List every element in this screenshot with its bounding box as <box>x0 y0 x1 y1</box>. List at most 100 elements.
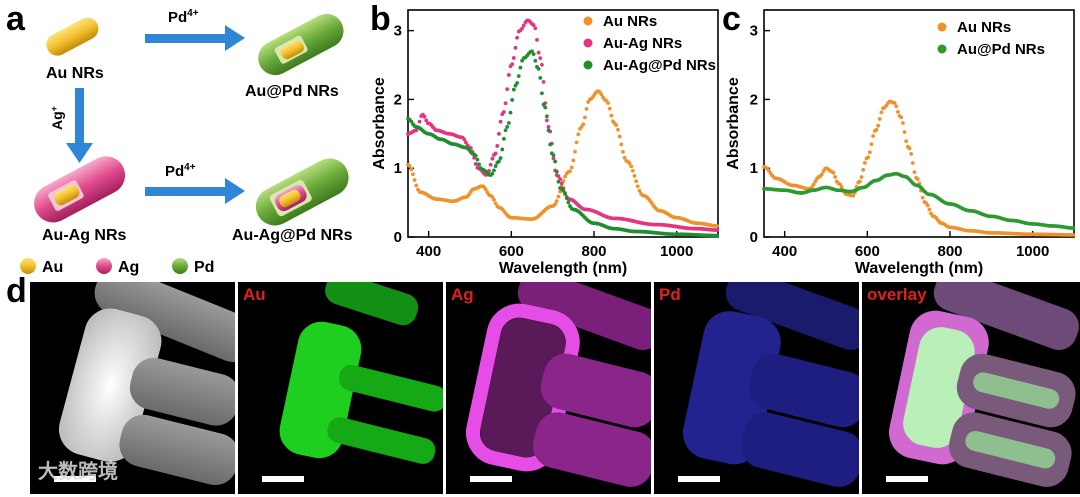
data-point <box>568 169 572 174</box>
data-point <box>879 110 884 115</box>
arrow-down-icon <box>66 88 93 163</box>
data-point <box>627 161 632 166</box>
data-point <box>574 140 579 145</box>
data-point <box>417 119 422 124</box>
au-ag-nanorod-icon <box>34 156 126 223</box>
arrow-right-icon <box>145 178 245 204</box>
data-point <box>616 127 620 132</box>
data-point <box>548 142 553 147</box>
legend-label: Au NRs <box>957 19 1011 36</box>
label-au-nrs: Au NRs <box>46 65 104 82</box>
data-point <box>510 98 515 102</box>
data-point <box>422 114 427 119</box>
data-point <box>833 174 837 179</box>
data-point <box>412 178 417 182</box>
data-point <box>490 194 495 199</box>
data-point <box>508 110 513 115</box>
data-point <box>554 199 559 203</box>
data-point <box>894 104 899 109</box>
eds-map-ag: Ag <box>446 282 651 494</box>
data-point <box>715 228 720 233</box>
eds-label-overlay: overlay <box>867 285 927 304</box>
panel-label-d: d <box>6 272 27 310</box>
data-point <box>536 66 541 71</box>
legend-marker <box>583 60 593 70</box>
data-point <box>475 157 480 162</box>
synthesis-schematic: Au NRs Pd4+ Au@Pd NRs Ag+ Au-Ag NRs Pd4+… <box>20 8 353 276</box>
data-point <box>546 128 551 133</box>
data-point <box>606 101 610 105</box>
data-point <box>536 50 541 55</box>
data-point <box>473 162 478 166</box>
data-point <box>556 179 561 184</box>
data-point <box>813 179 818 184</box>
data-point <box>838 182 842 187</box>
data-point <box>488 162 493 167</box>
data-point <box>554 169 559 174</box>
data-point <box>851 193 856 198</box>
eds-map-pd: Pd <box>654 282 859 494</box>
reagent-ag: Ag+ <box>49 106 65 130</box>
data-point <box>609 113 614 118</box>
data-point <box>503 128 508 133</box>
data-point <box>584 107 589 111</box>
x-tick-label: 800 <box>581 243 606 260</box>
data-point <box>910 161 915 165</box>
eds-label-au: Au <box>243 285 266 304</box>
data-point <box>518 65 523 70</box>
data-point <box>925 203 930 208</box>
legend-marker <box>583 16 593 26</box>
data-point <box>811 182 816 187</box>
x-tick-label: 1000 <box>1016 243 1049 260</box>
data-point <box>857 179 862 184</box>
au-nanorod-icon <box>46 17 99 56</box>
data-point <box>506 73 511 77</box>
data-point <box>544 118 549 123</box>
data-point <box>831 170 836 175</box>
data-point <box>540 62 544 67</box>
data-point <box>543 105 548 110</box>
data-point <box>622 155 627 160</box>
data-point <box>614 123 619 128</box>
watermark-text: 大数跨境 <box>38 461 118 483</box>
legend-marker <box>583 38 593 48</box>
data-point <box>490 171 495 176</box>
data-point <box>1071 226 1076 230</box>
plot-frame <box>407 9 719 238</box>
data-point <box>1071 233 1076 237</box>
legend-label: Au-Ag NRs <box>603 35 682 52</box>
data-point <box>876 123 880 128</box>
y-tick-label: 3 <box>750 23 758 40</box>
data-point <box>915 177 920 182</box>
data-point <box>546 125 551 129</box>
data-point <box>862 160 867 165</box>
data-point <box>463 140 468 145</box>
data-point <box>497 131 501 136</box>
data-point <box>505 87 510 92</box>
data-point <box>563 192 567 196</box>
data-point <box>493 151 498 156</box>
data-point <box>583 115 587 120</box>
x-tick-label: 1000 <box>660 243 693 260</box>
data-point <box>907 146 912 151</box>
data-point <box>515 35 520 40</box>
data-point <box>563 174 567 179</box>
au-ag-pd-nanorod-icon <box>255 158 349 226</box>
data-point <box>531 52 536 57</box>
data-point <box>635 184 640 189</box>
data-point <box>866 155 871 160</box>
data-point <box>920 195 925 200</box>
data-point <box>513 45 518 50</box>
data-point <box>541 102 546 107</box>
data-point <box>559 181 564 186</box>
data-point <box>576 132 581 137</box>
data-point <box>902 130 907 134</box>
y-tick-label: 0 <box>394 229 402 246</box>
scale-bar <box>886 476 928 482</box>
data-point <box>715 224 720 228</box>
data-point <box>541 80 546 84</box>
data-point <box>899 115 904 120</box>
data-point <box>553 159 558 164</box>
data-point <box>896 109 900 114</box>
data-point <box>503 101 508 106</box>
